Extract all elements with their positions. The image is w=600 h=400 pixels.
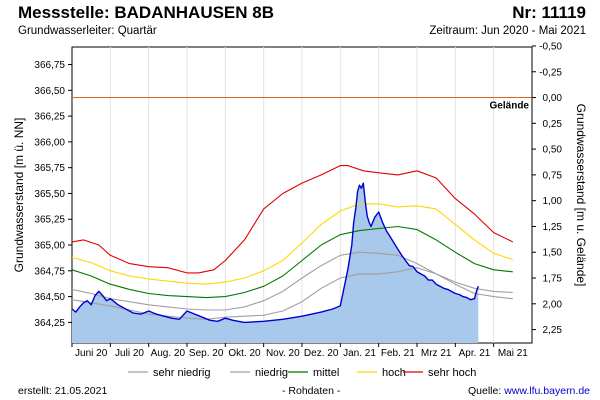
- x-tick-label: Mrz 21: [421, 348, 452, 359]
- right-tick-label: 2,25: [543, 325, 563, 336]
- right-tick-label: -0,25: [539, 67, 562, 78]
- x-axis-ticks: Juni 20 Juli 20 Aug. 20 Sep. 20 Okt. 20 Nov. …: [71, 343, 528, 359]
- left-tick-label: 364,50: [34, 292, 65, 303]
- left-tick-label: 365,50: [34, 189, 65, 200]
- x-tick-label: Nov. 20: [266, 348, 300, 359]
- created-label: erstellt:: [18, 385, 52, 397]
- legend: sehr niedrig niedrig mittel hoch sehr hoch: [128, 367, 476, 379]
- measured-area-layer: [72, 183, 479, 343]
- left-axis-ticks: 364,25 364,50 364,75 365,00 365,25 365,50 365,…: [34, 60, 72, 329]
- y-axis-label-right: Grundwasserstand [m u. Gelände]: [574, 104, 588, 287]
- left-tick-label: 365,25: [34, 215, 65, 226]
- legend-label-mittel: mittel: [313, 367, 339, 379]
- left-tick-label: 366,75: [34, 60, 65, 71]
- right-tick-label: 0,00: [543, 93, 563, 104]
- x-tick-label: Sep. 20: [189, 348, 224, 359]
- series-line-hoch: [71, 203, 513, 285]
- source-label: Quelle:: [468, 385, 502, 397]
- period-label: Zeitraum: Jun 2020 - Mai 2021: [429, 25, 586, 37]
- series-layer: [71, 165, 514, 324]
- left-tick-label: 365,75: [34, 163, 65, 174]
- right-tick-label: 0,50: [543, 145, 563, 156]
- right-tick-label: 1,25: [543, 222, 563, 233]
- source-info: Quelle: www.lfu.bayern.de: [468, 385, 590, 397]
- right-tick-label: 1,00: [543, 196, 563, 207]
- x-tick-label: Apr. 21: [459, 348, 491, 359]
- station-title: Messstelle: BADANHAUSEN 8B: [18, 3, 275, 22]
- series-line-sehr-hoch: [71, 165, 514, 274]
- right-tick-label: -0,50: [539, 41, 562, 52]
- right-tick-label: 1,75: [543, 274, 563, 285]
- measured-area: [72, 183, 479, 343]
- x-tick-label: Juni 20: [75, 348, 108, 359]
- left-tick-label: 364,25: [34, 318, 65, 329]
- y-axis-label-left: Grundwasserstand [m ü. NN]: [12, 118, 26, 273]
- aquifer-label: Grundwasserleiter: Quartär: [18, 25, 157, 37]
- x-tick-label: Dez. 20: [304, 348, 339, 359]
- left-tick-label: 366,50: [34, 86, 65, 97]
- legend-label-niedrig: niedrig: [255, 367, 288, 379]
- legend-label-sehr-hoch: sehr hoch: [428, 367, 476, 379]
- right-tick-label: 2,00: [543, 299, 563, 310]
- left-tick-label: 365,00: [34, 241, 65, 252]
- left-tick-label: 366,00: [34, 137, 65, 148]
- left-tick-label: 366,25: [34, 112, 65, 123]
- x-tick-label: Juli 20: [115, 348, 144, 359]
- series-line-mittel: [71, 225, 513, 299]
- legend-label-sehr-niedrig: sehr niedrig: [153, 367, 210, 379]
- right-axis-ticks: -0,50 -0,25 0,00 0,25 0,50 0,75 1,00 1,25 1,50 1,…: [532, 41, 562, 336]
- x-tick-label: Jan. 21: [343, 348, 376, 359]
- source-link[interactable]: www.lfu.bayern.de: [504, 385, 590, 397]
- series-line-sehr-niedrig: [71, 267, 513, 320]
- legend-label-hoch: hoch: [382, 367, 406, 379]
- left-tick-label: 364,75: [34, 266, 65, 277]
- x-tick-label: Feb. 21: [381, 348, 415, 359]
- rawdata-label: - Rohdaten -: [282, 385, 341, 397]
- created-info: erstellt: 21.05.2021: [18, 385, 107, 397]
- x-tick-label: Aug. 20: [151, 348, 186, 359]
- station-number: Nr: 11119: [512, 3, 586, 22]
- right-tick-label: 1,50: [543, 248, 563, 259]
- right-tick-label: 0,25: [543, 119, 563, 130]
- x-tick-label: Okt. 20: [228, 348, 261, 359]
- created-date: 21.05.2021: [54, 385, 108, 397]
- measured-line: [71, 182, 479, 324]
- ground-level-label: Gelände: [490, 101, 530, 112]
- right-tick-label: 0,75: [543, 170, 563, 181]
- x-tick-label: Mai 21: [498, 348, 528, 359]
